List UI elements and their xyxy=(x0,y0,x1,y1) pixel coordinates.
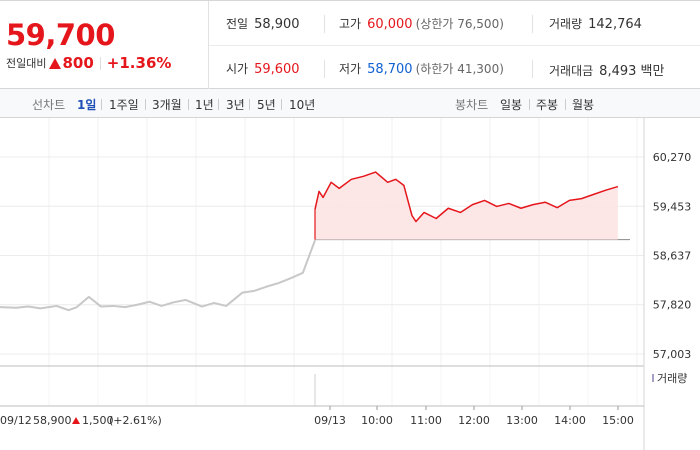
stat-value: 142,764 xyxy=(588,17,642,32)
x-axis-ticks: 09/13 10:00 11:00 12:00 13:00 14:00 15:00 xyxy=(314,406,634,427)
divider xyxy=(145,99,146,110)
stat-volume: 거래량 142,764 xyxy=(549,15,642,32)
period-1w[interactable]: 1주일 xyxy=(109,98,139,112)
y-tick-label: 57,820 xyxy=(653,299,692,312)
stat-value: 58,700 xyxy=(367,62,413,77)
x-tick-label: 11:00 xyxy=(410,414,442,427)
stat-label: 고가 xyxy=(339,17,362,31)
stat-label: 저가 xyxy=(339,62,362,76)
prev-day-line xyxy=(0,239,316,312)
change-label: 전일대비 xyxy=(6,57,47,70)
price-series xyxy=(0,171,630,312)
prev-day-close: 58,900 xyxy=(33,414,72,427)
horizontal-gridlines xyxy=(0,156,644,355)
period-1y[interactable]: 1년 xyxy=(195,98,214,112)
x-tick-label: 14:00 xyxy=(554,414,586,427)
stat-high: 고가 60,000 (상한가 76,500) xyxy=(339,15,504,32)
today-line xyxy=(314,171,619,223)
divider xyxy=(281,99,282,110)
candle-chart-label: 봉차트 xyxy=(455,98,489,112)
prev-day-change: 1,500 xyxy=(82,414,114,427)
volume-legend-swatch xyxy=(652,374,654,382)
period-3m[interactable]: 3개월 xyxy=(152,98,182,112)
x-tick-label: 15:00 xyxy=(602,414,634,427)
prev-day-info: 09/12 58,900 1,500(+2.61%) xyxy=(0,414,162,427)
divider xyxy=(324,60,325,78)
stat-label: 거래량 xyxy=(549,17,583,31)
prev-day-change-pct: (+2.61%) xyxy=(109,414,162,427)
x-tick-label: 13:00 xyxy=(506,414,538,427)
vertical-gridlines xyxy=(48,118,638,406)
intraday-chart: 60,270 59,453 58,637 57,820 57,003 거래량 09/13… xyxy=(0,118,700,450)
up-arrow-icon xyxy=(72,417,80,424)
divider xyxy=(99,56,101,70)
candle-monthly[interactable]: 월봉 xyxy=(572,98,595,112)
candle-weekly[interactable]: 주봉 xyxy=(536,98,559,112)
divider xyxy=(532,60,533,78)
x-tick-label: 10:00 xyxy=(361,414,393,427)
chart-background xyxy=(0,118,700,450)
chart-toolbar: 선차트 1일 1주일 3개월 1년 3년 5년 10년 봉차트 일봉 주봉 월봉 xyxy=(0,89,700,118)
stat-value: 60,000 xyxy=(367,17,413,32)
x-tick-label: 12:00 xyxy=(458,414,490,427)
y-tick-label: 60,270 xyxy=(653,151,692,164)
up-arrow-icon xyxy=(49,57,62,69)
volume-pane: 거래량 xyxy=(314,372,687,406)
candle-daily[interactable]: 일봉 xyxy=(500,98,523,112)
change-percent: +1.36% xyxy=(106,54,172,72)
period-5y[interactable]: 5년 xyxy=(257,98,276,112)
stat-label: 시가 xyxy=(226,62,249,76)
divider xyxy=(188,99,189,110)
period-1d[interactable]: 1일 xyxy=(77,98,97,112)
x-tick-label: 09/13 xyxy=(314,414,346,427)
stat-sub: (하한가 41,300) xyxy=(415,62,504,76)
current-price: 59,700 xyxy=(6,18,115,52)
divider xyxy=(324,15,325,33)
row-divider xyxy=(209,45,700,46)
price-panel: 59,700 전일대비 800 +1.36% xyxy=(0,1,209,89)
divider xyxy=(532,15,533,33)
stat-open: 시가 59,600 xyxy=(226,60,300,77)
divider xyxy=(529,99,530,110)
y-tick-label: 58,637 xyxy=(653,249,692,262)
volume-label: 거래량 xyxy=(657,372,687,385)
stat-label: 거래대금 xyxy=(549,64,594,78)
today-area xyxy=(315,172,618,240)
stat-value: 58,900 xyxy=(254,17,300,32)
stat-value: 59,600 xyxy=(254,62,300,77)
y-axis-ticks: 60,270 59,453 58,637 57,820 57,003 xyxy=(653,151,692,361)
divider xyxy=(218,99,219,110)
period-3y[interactable]: 3년 xyxy=(226,98,245,112)
y-tick-label: 59,453 xyxy=(653,200,692,213)
y-tick-label: 57,003 xyxy=(653,348,692,361)
divider xyxy=(249,99,250,110)
divider xyxy=(101,99,102,110)
divider xyxy=(565,99,566,110)
stat-label: 전일 xyxy=(226,17,249,31)
stat-sub: (상한가 76,500) xyxy=(415,17,504,31)
prev-day-date: 09/12 xyxy=(0,414,32,427)
change-row: 전일대비 800 +1.36% xyxy=(6,54,171,72)
stat-value: 8,493 백만 xyxy=(599,64,665,79)
line-chart-label: 선차트 xyxy=(32,98,66,112)
period-10y[interactable]: 10년 xyxy=(289,98,316,112)
quote-header: 59,700 전일대비 800 +1.36% 전일 58,900 고가 60,0… xyxy=(0,0,700,89)
stat-trade-value: 거래대금 8,493 백만 xyxy=(549,60,664,79)
stat-low: 저가 58,700 (하한가 41,300) xyxy=(339,60,504,77)
stat-prev-close: 전일 58,900 xyxy=(226,15,300,32)
change-value: 800 xyxy=(62,54,94,72)
